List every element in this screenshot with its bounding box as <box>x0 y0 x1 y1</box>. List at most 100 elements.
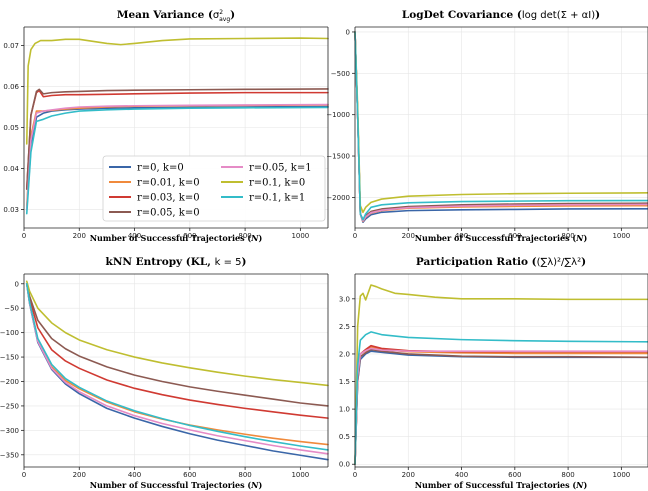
x-tick-label: 600 <box>183 232 196 240</box>
series-line <box>25 103 329 211</box>
series-line <box>25 282 329 407</box>
x-tick-label: 400 <box>455 232 468 240</box>
x-axis-label: Number of Successful Trajectories (N) <box>415 233 588 243</box>
series-line <box>354 346 648 466</box>
y-tick-label: 0.5 <box>339 433 350 441</box>
y-tick-label: −500 <box>331 70 350 78</box>
legend-label: r=0, k=0 <box>137 163 184 174</box>
x-tick-label: 1000 <box>612 232 630 240</box>
y-tick-label: 0.03 <box>3 206 19 214</box>
series-line <box>354 347 648 466</box>
series-line <box>354 344 648 466</box>
chart-panel-1: 0 200 400 600 800 1000 0.03 0.04 0.05 0.06 0.07 Mea… <box>3 9 329 243</box>
chart-title: Mean Variance (σ2 avg) <box>117 9 235 23</box>
y-tick-label: 0.07 <box>3 42 19 50</box>
x-axis-label-text: ) <box>583 480 587 490</box>
chart-panel-2: 0 200 400 600 800 1000 0 −500 −1000 −1500 −2000 Log… <box>326 9 648 243</box>
series-line <box>25 282 329 461</box>
y-tick-label: 2.5 <box>339 323 350 331</box>
x-axis-label-text: Number of Successful Trajectories ( <box>90 480 252 490</box>
y-tick-label: −250 <box>0 402 19 410</box>
series-line <box>354 31 648 214</box>
x-tick-label: 0 <box>353 471 357 479</box>
chart-panel-4: 0 200 400 600 800 1000 0.0 0.5 1.0 1.5 2.0 2.5 3.0 Pa… <box>339 256 648 490</box>
legend-label: r=0.05, k=1 <box>249 163 312 174</box>
series-line <box>25 282 329 451</box>
series-line <box>25 280 329 387</box>
y-tick-label: 0.04 <box>3 165 19 173</box>
y-tick-label: −2000 <box>326 194 350 202</box>
title-text: kNN Entropy (KL, <box>106 256 215 268</box>
title-superscript: 2 <box>219 9 223 16</box>
series-line <box>25 106 329 215</box>
legend-label: r=0.1, k=1 <box>249 193 305 204</box>
y-tick-label: −100 <box>0 329 19 337</box>
title-math: (∑λ)²/∑λ² <box>537 257 582 268</box>
title-math: σ <box>213 10 220 21</box>
series-line <box>354 31 648 222</box>
title-text: Participation Ratio ( <box>416 256 537 268</box>
x-axis-label: Number of Successful Trajectories (N) <box>90 233 263 243</box>
series-line <box>354 348 648 466</box>
x-tick-label: 200 <box>73 232 86 240</box>
x-tick-label: 400 <box>128 232 141 240</box>
x-axis-label-text: ) <box>258 233 262 243</box>
y-tick-label: −150 <box>0 354 19 362</box>
y-tick-label: −1000 <box>326 111 350 119</box>
title-text: ) <box>241 256 246 268</box>
legend-label: r=0.1, k=0 <box>249 178 305 189</box>
x-axis-label-text: ) <box>583 233 587 243</box>
x-axis-label-var: N <box>575 233 584 243</box>
series-line <box>354 331 648 466</box>
x-tick-label: 1000 <box>612 471 630 479</box>
chart-panel-3: 0 200 400 600 800 1000 0 −50 −100 −150 −200 −250 −30… <box>0 256 329 490</box>
y-tick-label: 0.0 <box>339 461 350 469</box>
x-tick-label: 800 <box>561 232 574 240</box>
y-tick-label: 0.05 <box>3 124 19 132</box>
series-line <box>25 282 329 455</box>
x-axis-label: Number of Successful Trajectories (N) <box>90 480 263 490</box>
x-tick-label: 800 <box>561 471 574 479</box>
x-tick-label: 0 <box>22 471 26 479</box>
series-line <box>354 284 648 466</box>
title-text: Mean Variance ( <box>117 9 213 21</box>
x-tick-label: 1000 <box>291 232 309 240</box>
x-tick-label: 800 <box>238 232 251 240</box>
x-axis-label-var: N <box>250 480 259 490</box>
title-text: ) <box>230 9 235 21</box>
title-math: log det(Σ + αI) <box>522 10 595 21</box>
x-tick-label: 400 <box>128 471 141 479</box>
y-tick-label: 1.0 <box>339 406 350 414</box>
x-tick-label: 600 <box>508 232 521 240</box>
chart-title: kNN Entropy (KL, k = 5) <box>106 256 247 268</box>
title-math: k = 5 <box>215 257 242 268</box>
title-subscript: avg <box>219 16 230 23</box>
x-axis-label-text: Number of Successful Trajectories ( <box>90 233 252 243</box>
series-line <box>25 88 329 190</box>
legend-label: r=0.01, k=0 <box>137 178 200 189</box>
y-tick-label: 2.0 <box>339 350 350 358</box>
series-line <box>25 37 329 145</box>
x-axis-label-var: N <box>575 480 584 490</box>
title-text: ) <box>595 9 600 21</box>
legend-label: r=0.03, k=0 <box>137 193 200 204</box>
series-line <box>354 31 648 221</box>
y-tick-label: 0 <box>15 280 19 288</box>
y-tick-label: −200 <box>0 378 19 386</box>
x-axis-label-text: ) <box>258 480 262 490</box>
x-axis-label-var: N <box>250 233 259 243</box>
chart-title: Participation Ratio ((∑λ)²/∑λ²) <box>416 256 586 268</box>
series-line <box>25 282 329 419</box>
y-tick-label: 0.06 <box>3 83 19 91</box>
legend: r=0, k=0 r=0.05, k=1 r=0.01, k=0 r=0.1, k=0… <box>102 155 326 222</box>
x-tick-label: 200 <box>402 471 415 479</box>
x-tick-label: 1000 <box>291 471 309 479</box>
y-tick-label: −1500 <box>326 153 350 161</box>
x-axis-label-text: Number of Successful Trajectories ( <box>415 233 577 243</box>
y-tick-label: 0 <box>346 28 350 36</box>
x-tick-label: 600 <box>508 471 521 479</box>
legend-box <box>102 155 326 222</box>
x-axis-label: Number of Successful Trajectories (N) <box>415 480 588 490</box>
x-tick-label: 200 <box>402 232 415 240</box>
